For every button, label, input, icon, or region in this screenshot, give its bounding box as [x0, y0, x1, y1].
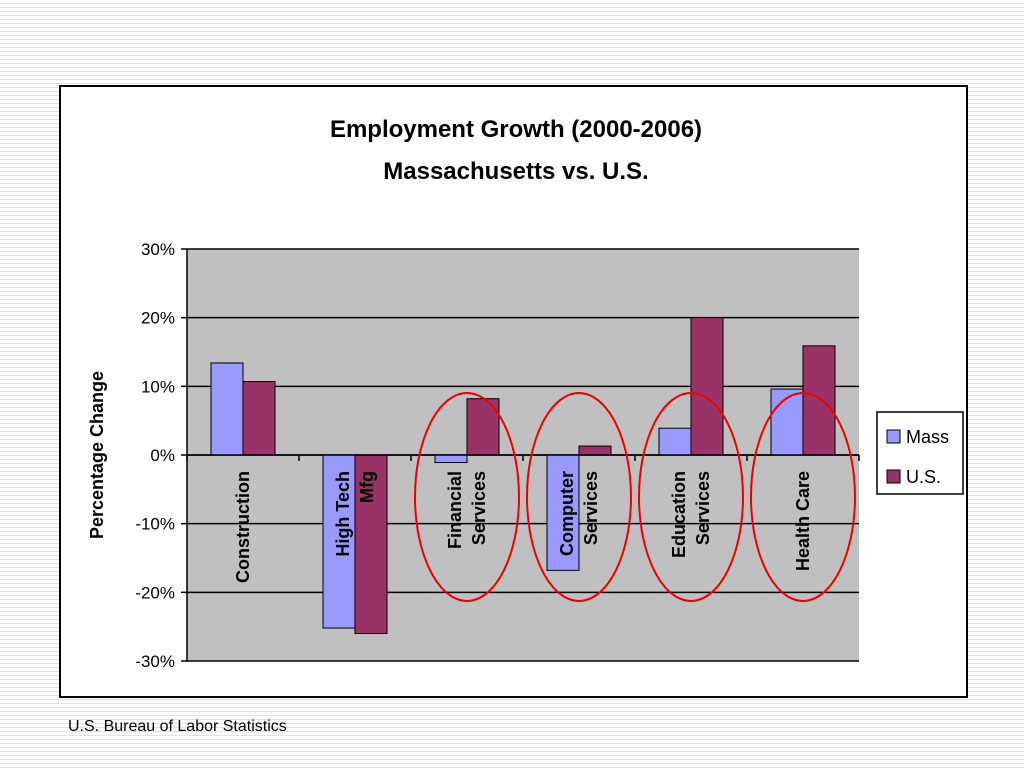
- bar-us-1: [354, 454, 388, 635]
- bar-us-3: [578, 445, 612, 456]
- category-label: Computer: [557, 471, 577, 556]
- bar-mass-4: [658, 427, 692, 456]
- bar-us-5: [802, 345, 836, 456]
- y-tick-label: 10%: [141, 377, 175, 396]
- y-tick-label: 30%: [141, 240, 175, 259]
- y-tick-label: 20%: [141, 309, 175, 328]
- bar-mass-0: [210, 362, 244, 456]
- highlight-ellipse: [638, 392, 744, 602]
- y-tick-label: -10%: [135, 515, 175, 534]
- category-label: Services: [581, 471, 601, 545]
- chart-subtitle: Massachusetts vs. U.S.: [383, 158, 648, 185]
- source-note: U.S. Bureau of Labor Statistics: [68, 718, 287, 735]
- category-label: Health Care: [793, 471, 813, 571]
- legend-label: U.S.: [906, 467, 941, 487]
- bar-us-4: [690, 317, 724, 456]
- bar-chart: Employment Growth (2000-2006) Massachuset…: [87, 116, 964, 671]
- y-tick-label: 0%: [150, 446, 175, 465]
- legend: Mass U.S.: [876, 411, 964, 495]
- legend-swatch: [886, 429, 901, 444]
- category-label: Education: [669, 471, 689, 558]
- highlight-ellipse: [526, 392, 632, 602]
- legend-label: Mass: [906, 427, 949, 447]
- category-label: High Tech: [333, 471, 353, 557]
- category-label: Services: [693, 471, 713, 545]
- highlight-ellipse: [414, 392, 520, 602]
- bar-mass-2: [434, 454, 468, 464]
- chart-title: Employment Growth (2000-2006): [330, 116, 702, 143]
- category-label: Mfg: [357, 471, 377, 503]
- bar-us-0: [242, 381, 276, 456]
- y-tick-label: -30%: [135, 652, 175, 671]
- chart-frame: Employment Growth (2000-2006) Massachuset…: [59, 85, 968, 698]
- y-axis-label: Percentage Change: [87, 371, 107, 539]
- category-label: Construction: [233, 471, 253, 583]
- legend-swatch: [886, 469, 901, 484]
- highlight-ellipse: [750, 392, 856, 602]
- category-label: Services: [469, 471, 489, 545]
- y-tick-label: -20%: [135, 583, 175, 602]
- category-label: Financial: [445, 471, 465, 549]
